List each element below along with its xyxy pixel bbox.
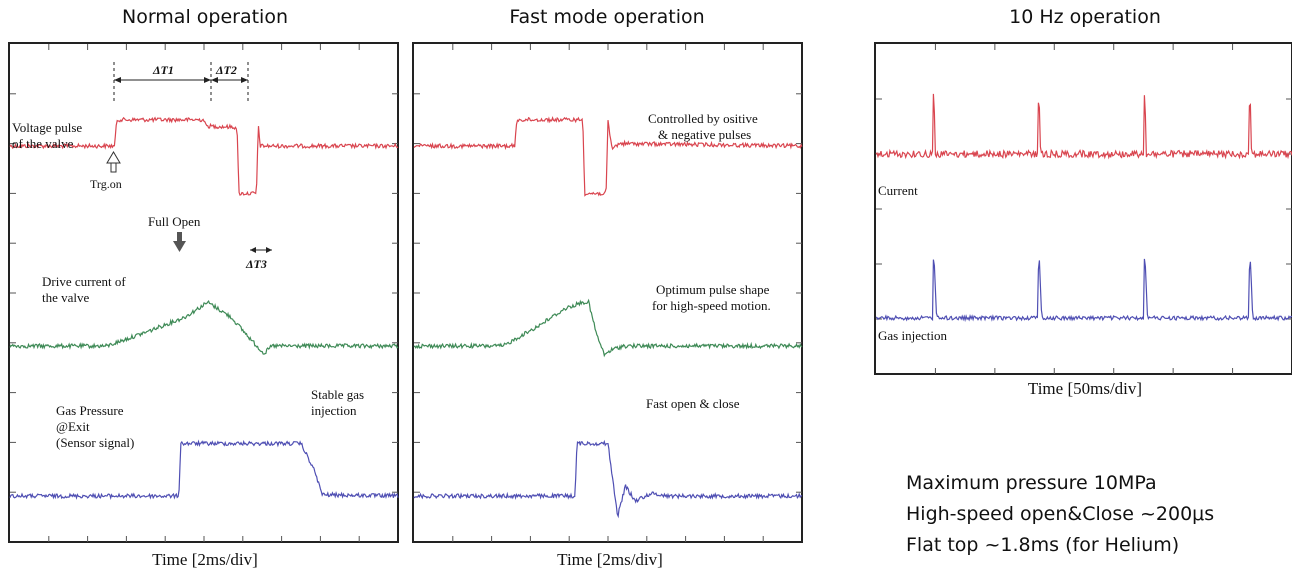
current-trace: [413, 298, 803, 358]
scope-fast: Controlled by ositive & negative pulses O…: [412, 42, 804, 544]
gas-trace: [413, 439, 803, 519]
scope-10hz-plot: Current Gas injection: [874, 42, 1292, 375]
xlabel-normal: Time [2ms/div]: [152, 550, 258, 569]
dt1-label: ΔT1: [152, 63, 174, 77]
spec-flat-top: Flat top ~1.8ms (for Helium): [906, 534, 1180, 556]
plot-frame: [8, 42, 399, 543]
full-open-arrow-icon: [173, 232, 186, 252]
xlabel-10hz: Time [50ms/div]: [1027, 379, 1143, 398]
spec-list: Maximum pressure 10MPa High-speed open&C…: [906, 468, 1214, 561]
trigger-arrow-icon: [106, 151, 121, 173]
gas-injection-label: Gas injection: [878, 328, 947, 343]
panel-title-fast: Fast mode operation: [509, 6, 705, 28]
plot-frame: [874, 42, 1292, 375]
optimum-label: Optimum pulse shape for high-speed motion…: [652, 282, 771, 313]
dt2-label: ΔT2: [215, 63, 237, 77]
trigger-label: Trg.on: [90, 177, 122, 191]
dt-arrowheads: [114, 77, 272, 253]
spec-max-pressure: Maximum pressure 10MPa: [906, 472, 1157, 494]
fast-open-label: Fast open & close: [646, 396, 740, 411]
controlled-label: Controlled by ositive & negative pulses: [648, 111, 758, 142]
voltage-trace: [413, 115, 803, 197]
panel-title-normal: Normal operation: [121, 6, 288, 28]
current-label: Current: [878, 183, 918, 198]
current-trace: [875, 93, 1292, 160]
dt3-label: ΔT3: [245, 257, 267, 271]
current-trace: [9, 299, 399, 355]
drive-current-label: Drive current of the valve: [42, 274, 126, 305]
stable-gas-label: Stable gas injection: [311, 387, 364, 418]
voltage-label: Voltage pulse of the valve: [12, 120, 82, 151]
voltage-trace: [9, 116, 399, 196]
spec-open-close: High-speed open&Close ~200μs: [906, 503, 1215, 525]
gas-pressure-label: Gas Pressure @Exit (Sensor signal): [56, 403, 134, 450]
scope-normal-plot: ΔT1 ΔT2 ΔT3 Voltage pulse of the valve Tr…: [8, 42, 399, 543]
xlabel-fast: Time [2ms/div]: [557, 550, 663, 569]
gas-trace: [9, 439, 399, 501]
gas-trace: [875, 258, 1292, 323]
panel-title-10hz: 10 Hz operation: [1009, 6, 1161, 28]
full-open-label: Full Open: [148, 214, 201, 229]
scope-normal: ΔT1 ΔT2 ΔT3 Voltage pulse of the valve Tr…: [8, 42, 400, 544]
scope-fast-plot: Controlled by ositive & negative pulses O…: [412, 42, 803, 543]
scope-10hz: Current Gas injection: [874, 42, 1292, 376]
